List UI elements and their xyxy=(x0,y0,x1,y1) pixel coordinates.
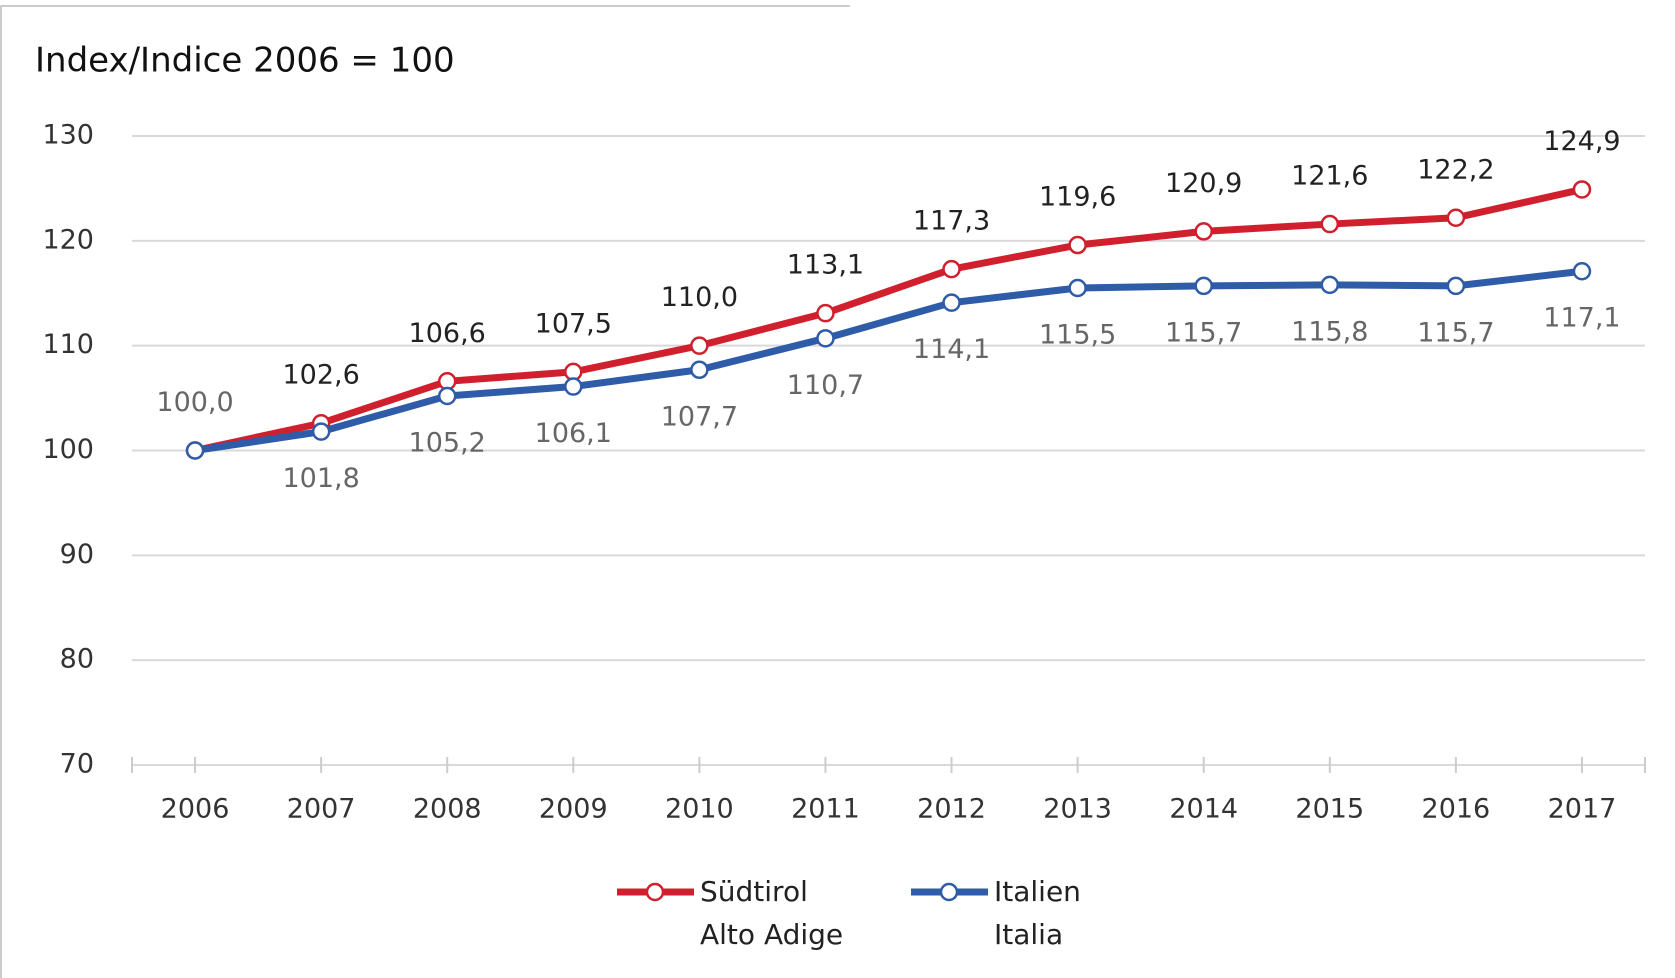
point-marker xyxy=(1194,222,1213,241)
series-line xyxy=(194,186,1583,454)
point-marker xyxy=(1572,180,1592,199)
data-label: 115,5 xyxy=(1039,320,1116,351)
data-label: 110,0 xyxy=(661,282,738,313)
y-tick-label: 110 xyxy=(42,329,94,360)
data-label: 114,1 xyxy=(913,334,990,365)
data-label: 119,6 xyxy=(1039,182,1116,213)
y-tick-label: 130 xyxy=(42,120,94,151)
point-marker xyxy=(1320,275,1340,295)
legend-label: Südtirol Alto Adige xyxy=(700,875,844,951)
data-label: 101,8 xyxy=(282,463,359,494)
point-marker xyxy=(1194,276,1213,296)
y-tick-label: 120 xyxy=(42,224,94,255)
data-label: 115,7 xyxy=(1165,317,1242,348)
chart-title: Index/Indice 2006 = 100 xyxy=(35,41,455,81)
x-tick-label: 2011 xyxy=(791,794,860,825)
point-marker xyxy=(1446,208,1466,228)
point-marker xyxy=(690,360,709,380)
data-label: 113,1 xyxy=(787,250,864,281)
data-label: 124,9 xyxy=(1543,126,1620,157)
x-tick-label: 2014 xyxy=(1169,794,1238,825)
x-tick-label: 2010 xyxy=(665,794,734,825)
frame xyxy=(0,5,850,978)
x-tick-label: 2009 xyxy=(539,794,608,825)
legend-marker xyxy=(645,882,665,902)
data-label: 122,2 xyxy=(1417,154,1494,185)
point-marker xyxy=(1572,261,1592,281)
x-tick-label: 2015 xyxy=(1295,794,1364,825)
data-label: 100,0 xyxy=(156,387,233,418)
point-marker xyxy=(942,259,961,279)
data-label: 106,6 xyxy=(409,318,486,349)
data-label: 115,8 xyxy=(1291,316,1368,347)
x-tick-label: 2006 xyxy=(161,794,230,825)
x-tick-label: 2012 xyxy=(917,794,986,825)
legend-marker xyxy=(939,882,959,902)
y-tick-label: 80 xyxy=(60,644,94,675)
point-marker xyxy=(942,293,961,312)
point-marker xyxy=(311,422,331,441)
x-tick-label: 2008 xyxy=(413,794,482,825)
x-tick-label: 2017 xyxy=(1548,794,1617,825)
data-label: 117,3 xyxy=(913,206,990,237)
point-marker xyxy=(1068,235,1087,255)
point-marker xyxy=(437,386,457,406)
point-marker xyxy=(185,441,205,460)
x-tick-label: 2016 xyxy=(1422,794,1491,825)
data-label: 107,7 xyxy=(661,401,738,432)
y-tick-label: 70 xyxy=(60,749,94,780)
data-label: 106,1 xyxy=(535,418,612,449)
point-marker xyxy=(1446,276,1466,296)
point-marker xyxy=(690,336,709,355)
data-label: 117,1 xyxy=(1543,303,1620,334)
data-label: 102,6 xyxy=(282,360,359,391)
point-marker xyxy=(1068,278,1087,298)
data-label: 120,9 xyxy=(1165,168,1242,199)
data-label: 110,7 xyxy=(787,370,864,401)
x-tick-label: 2013 xyxy=(1043,794,1112,825)
x-tick-label: 2007 xyxy=(287,794,356,825)
series-line xyxy=(194,267,1583,454)
data-label: 107,5 xyxy=(535,308,612,339)
point-marker xyxy=(1320,214,1340,234)
point-marker xyxy=(816,303,835,323)
data-label: 105,2 xyxy=(409,427,486,458)
point-marker xyxy=(564,377,583,396)
point-marker xyxy=(816,329,835,348)
y-tick-label: 100 xyxy=(42,434,94,465)
data-label: 115,7 xyxy=(1417,317,1494,348)
y-tick-label: 90 xyxy=(60,539,94,570)
data-label: 121,6 xyxy=(1291,161,1368,192)
legend-label: Italien Italia xyxy=(994,875,1081,951)
